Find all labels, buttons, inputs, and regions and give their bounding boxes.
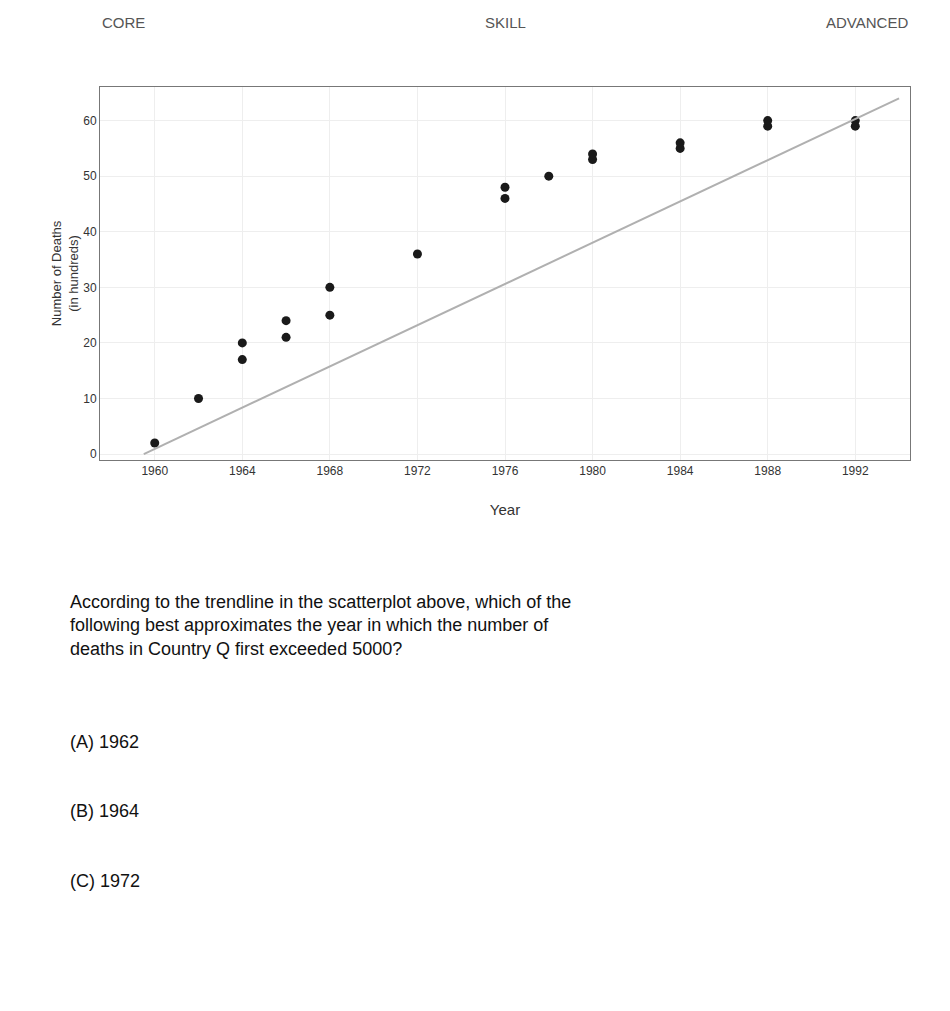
svg-text:1968: 1968	[317, 464, 344, 478]
svg-text:CORE: CORE	[102, 14, 145, 31]
svg-text:(C) 1972: (C) 1972	[70, 871, 140, 891]
svg-text:1976: 1976	[492, 464, 519, 478]
svg-text:1980: 1980	[579, 464, 606, 478]
svg-text:1960: 1960	[141, 464, 168, 478]
svg-text:20: 20	[83, 336, 97, 350]
svg-text:1988: 1988	[754, 464, 781, 478]
svg-text:ADVANCED: ADVANCED	[826, 14, 908, 31]
svg-text:40: 40	[83, 225, 97, 239]
svg-text:1972: 1972	[404, 464, 431, 478]
svg-text:50: 50	[83, 169, 97, 183]
svg-text:10: 10	[83, 392, 97, 406]
svg-text:30: 30	[83, 281, 97, 295]
svg-text:0: 0	[90, 447, 97, 461]
svg-text:1984: 1984	[667, 464, 694, 478]
svg-text:According to the trendline in: According to the trendline in the scatte…	[70, 592, 571, 659]
svg-text:1964: 1964	[229, 464, 256, 478]
svg-text:(B) 1964: (B) 1964	[70, 801, 139, 821]
svg-text:Number of Deaths(in hundreds): Number of Deaths(in hundreds)	[49, 220, 81, 326]
svg-text:Year: Year	[490, 501, 520, 518]
svg-text:(A) 1962: (A) 1962	[70, 732, 139, 752]
svg-text:1992: 1992	[842, 464, 869, 478]
svg-text:60: 60	[83, 114, 97, 128]
svg-text:SKILL: SKILL	[485, 14, 526, 31]
